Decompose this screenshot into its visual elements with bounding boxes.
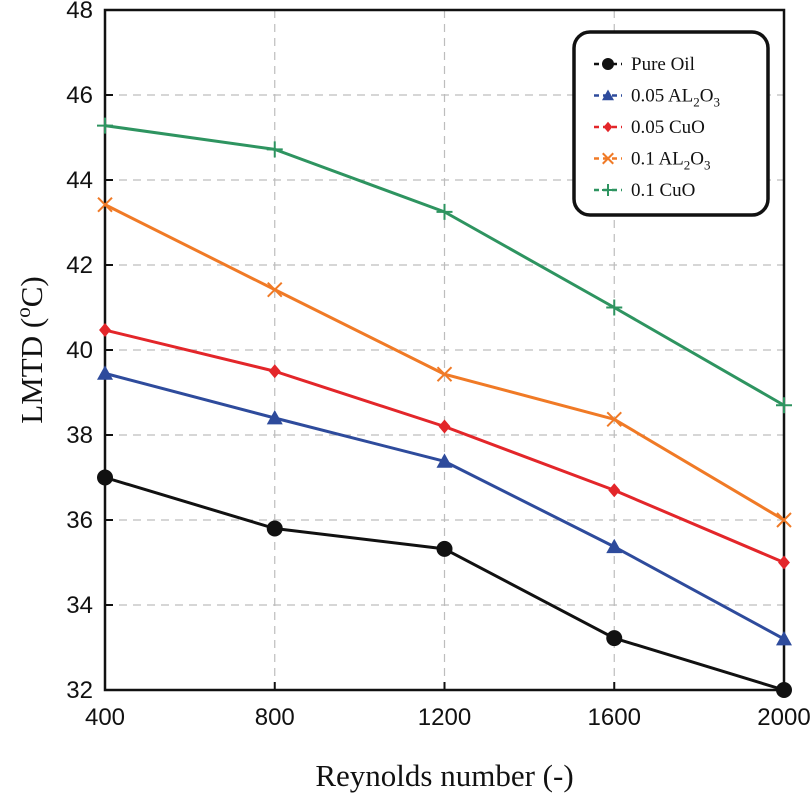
y-tick-label: 46	[66, 82, 93, 109]
data-point	[266, 520, 283, 537]
legend-marker	[603, 121, 613, 133]
legend-label: Pure Oil	[631, 54, 695, 75]
data-point	[606, 630, 623, 647]
data-point	[268, 364, 281, 379]
legend-item: 0.1 CuO	[594, 180, 695, 201]
x-tick-label: 800	[255, 704, 295, 731]
y-tick-label: 38	[66, 422, 93, 449]
data-point	[436, 540, 453, 557]
legend-item: 0.05 AL2O3	[594, 86, 720, 110]
data-series	[97, 117, 792, 698]
data-point	[97, 365, 113, 380]
legend-marker	[602, 184, 614, 196]
y-axis-title-sup: o	[11, 307, 35, 318]
data-point	[438, 419, 451, 434]
y-tick-label: 42	[66, 252, 93, 279]
data-point	[436, 203, 453, 220]
legend-label: 0.05 CuO	[631, 117, 705, 138]
x-tick-label: 1600	[588, 704, 641, 731]
legend-item: Pure Oil	[594, 54, 695, 75]
data-point	[776, 512, 792, 528]
y-axis-title: LMTD (oC)	[11, 276, 49, 423]
data-point	[97, 117, 113, 134]
data-point	[97, 469, 113, 486]
data-point	[97, 196, 113, 213]
x-tick-label: 1200	[418, 704, 471, 731]
y-axis-title-text: LMTD (	[14, 318, 49, 424]
data-point	[606, 538, 623, 554]
data-point	[99, 323, 111, 338]
series-0-1-al2o3	[97, 196, 792, 528]
y-tick-label: 40	[66, 337, 93, 364]
y-axis-title-unit: C)	[14, 276, 49, 307]
legend-item: 0.1 AL2O3	[594, 149, 711, 173]
legend-item: 0.05 CuO	[594, 117, 705, 138]
legend-marker	[602, 89, 614, 101]
data-point	[266, 410, 283, 425]
y-tick-label: 48	[66, 0, 93, 24]
y-tick-label: 32	[66, 677, 93, 704]
legend-marker	[602, 152, 614, 165]
data-point	[436, 453, 453, 468]
data-point	[606, 299, 623, 316]
data-point	[776, 682, 792, 698]
data-point	[776, 631, 792, 646]
data-point	[436, 366, 453, 382]
y-tick-label: 36	[66, 507, 93, 534]
x-tick-label: 400	[85, 704, 125, 731]
series-0-05-cuo	[99, 323, 790, 570]
legend-label: 0.1 AL2O3	[631, 149, 711, 173]
series-0-1-cuo	[97, 117, 792, 414]
y-tick-label: 34	[66, 592, 93, 619]
legend: Pure Oil 0.05 AL2O3 0.05 CuO 0.1 AL2O3 0.1 C…	[572, 30, 770, 217]
x-axis-title: Reynolds number (-)	[315, 758, 573, 793]
series-pure-oil	[97, 469, 792, 698]
x-tick-label: 2000	[757, 704, 810, 731]
legend-label: 0.05 AL2O3	[631, 86, 720, 110]
data-point	[606, 411, 622, 427]
data-point	[608, 483, 621, 498]
data-point	[266, 141, 283, 158]
legend-box	[572, 30, 770, 217]
series-0-05-al2o3	[97, 365, 792, 646]
y-tick-label: 44	[66, 167, 93, 194]
legend-marker	[602, 58, 614, 70]
axis-ticks: 400 800 1200 1600 2000 32 34 36 38 40 42 44 46 48	[66, 0, 810, 731]
data-point	[778, 555, 790, 570]
data-point	[776, 397, 792, 414]
legend-label: 0.1 CuO	[631, 180, 695, 201]
data-point	[267, 281, 283, 298]
